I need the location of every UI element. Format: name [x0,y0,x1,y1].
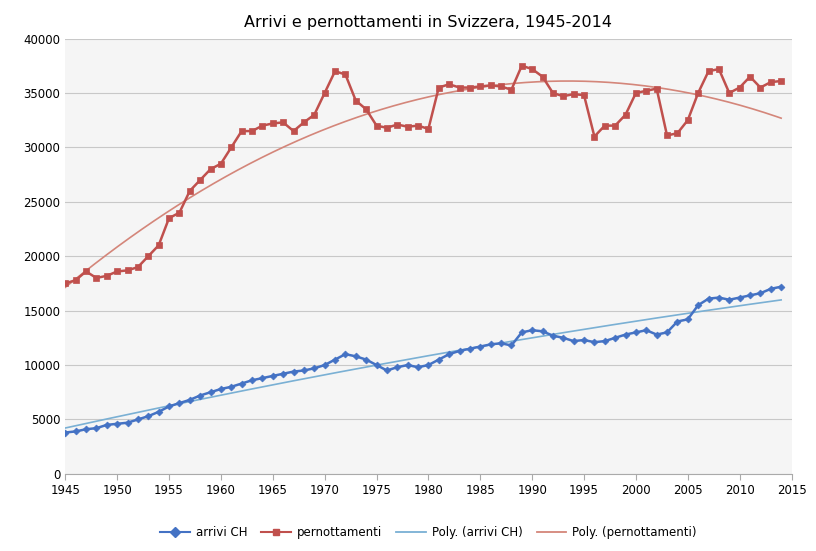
Line: pernottamenti: pernottamenti [63,63,784,286]
Legend: arrivi CH, pernottamenti, Poly. (arrivi CH), Poly. (pernottamenti): arrivi CH, pernottamenti, Poly. (arrivi … [156,522,701,544]
pernottamenti [153,242,163,249]
Line: arrivi CH: arrivi CH [63,284,783,435]
pernottamenti [683,117,693,123]
pernottamenti [455,84,464,91]
pernottamenti [60,280,70,287]
pernottamenti [278,119,288,126]
pernottamenti [672,130,682,137]
arrivi CH [672,318,682,325]
arrivi CH [662,329,672,336]
arrivi CH [247,377,257,383]
pernottamenti [226,144,236,150]
Title: Arrivi e pernottamenti in Svizzera, 1945-2014: Arrivi e pernottamenti in Svizzera, 1945… [245,15,612,30]
arrivi CH [226,383,236,390]
arrivi CH [60,429,70,436]
pernottamenti [776,78,786,84]
pernottamenti [517,62,526,69]
arrivi CH [776,283,786,290]
arrivi CH [278,370,288,377]
arrivi CH [455,348,464,354]
